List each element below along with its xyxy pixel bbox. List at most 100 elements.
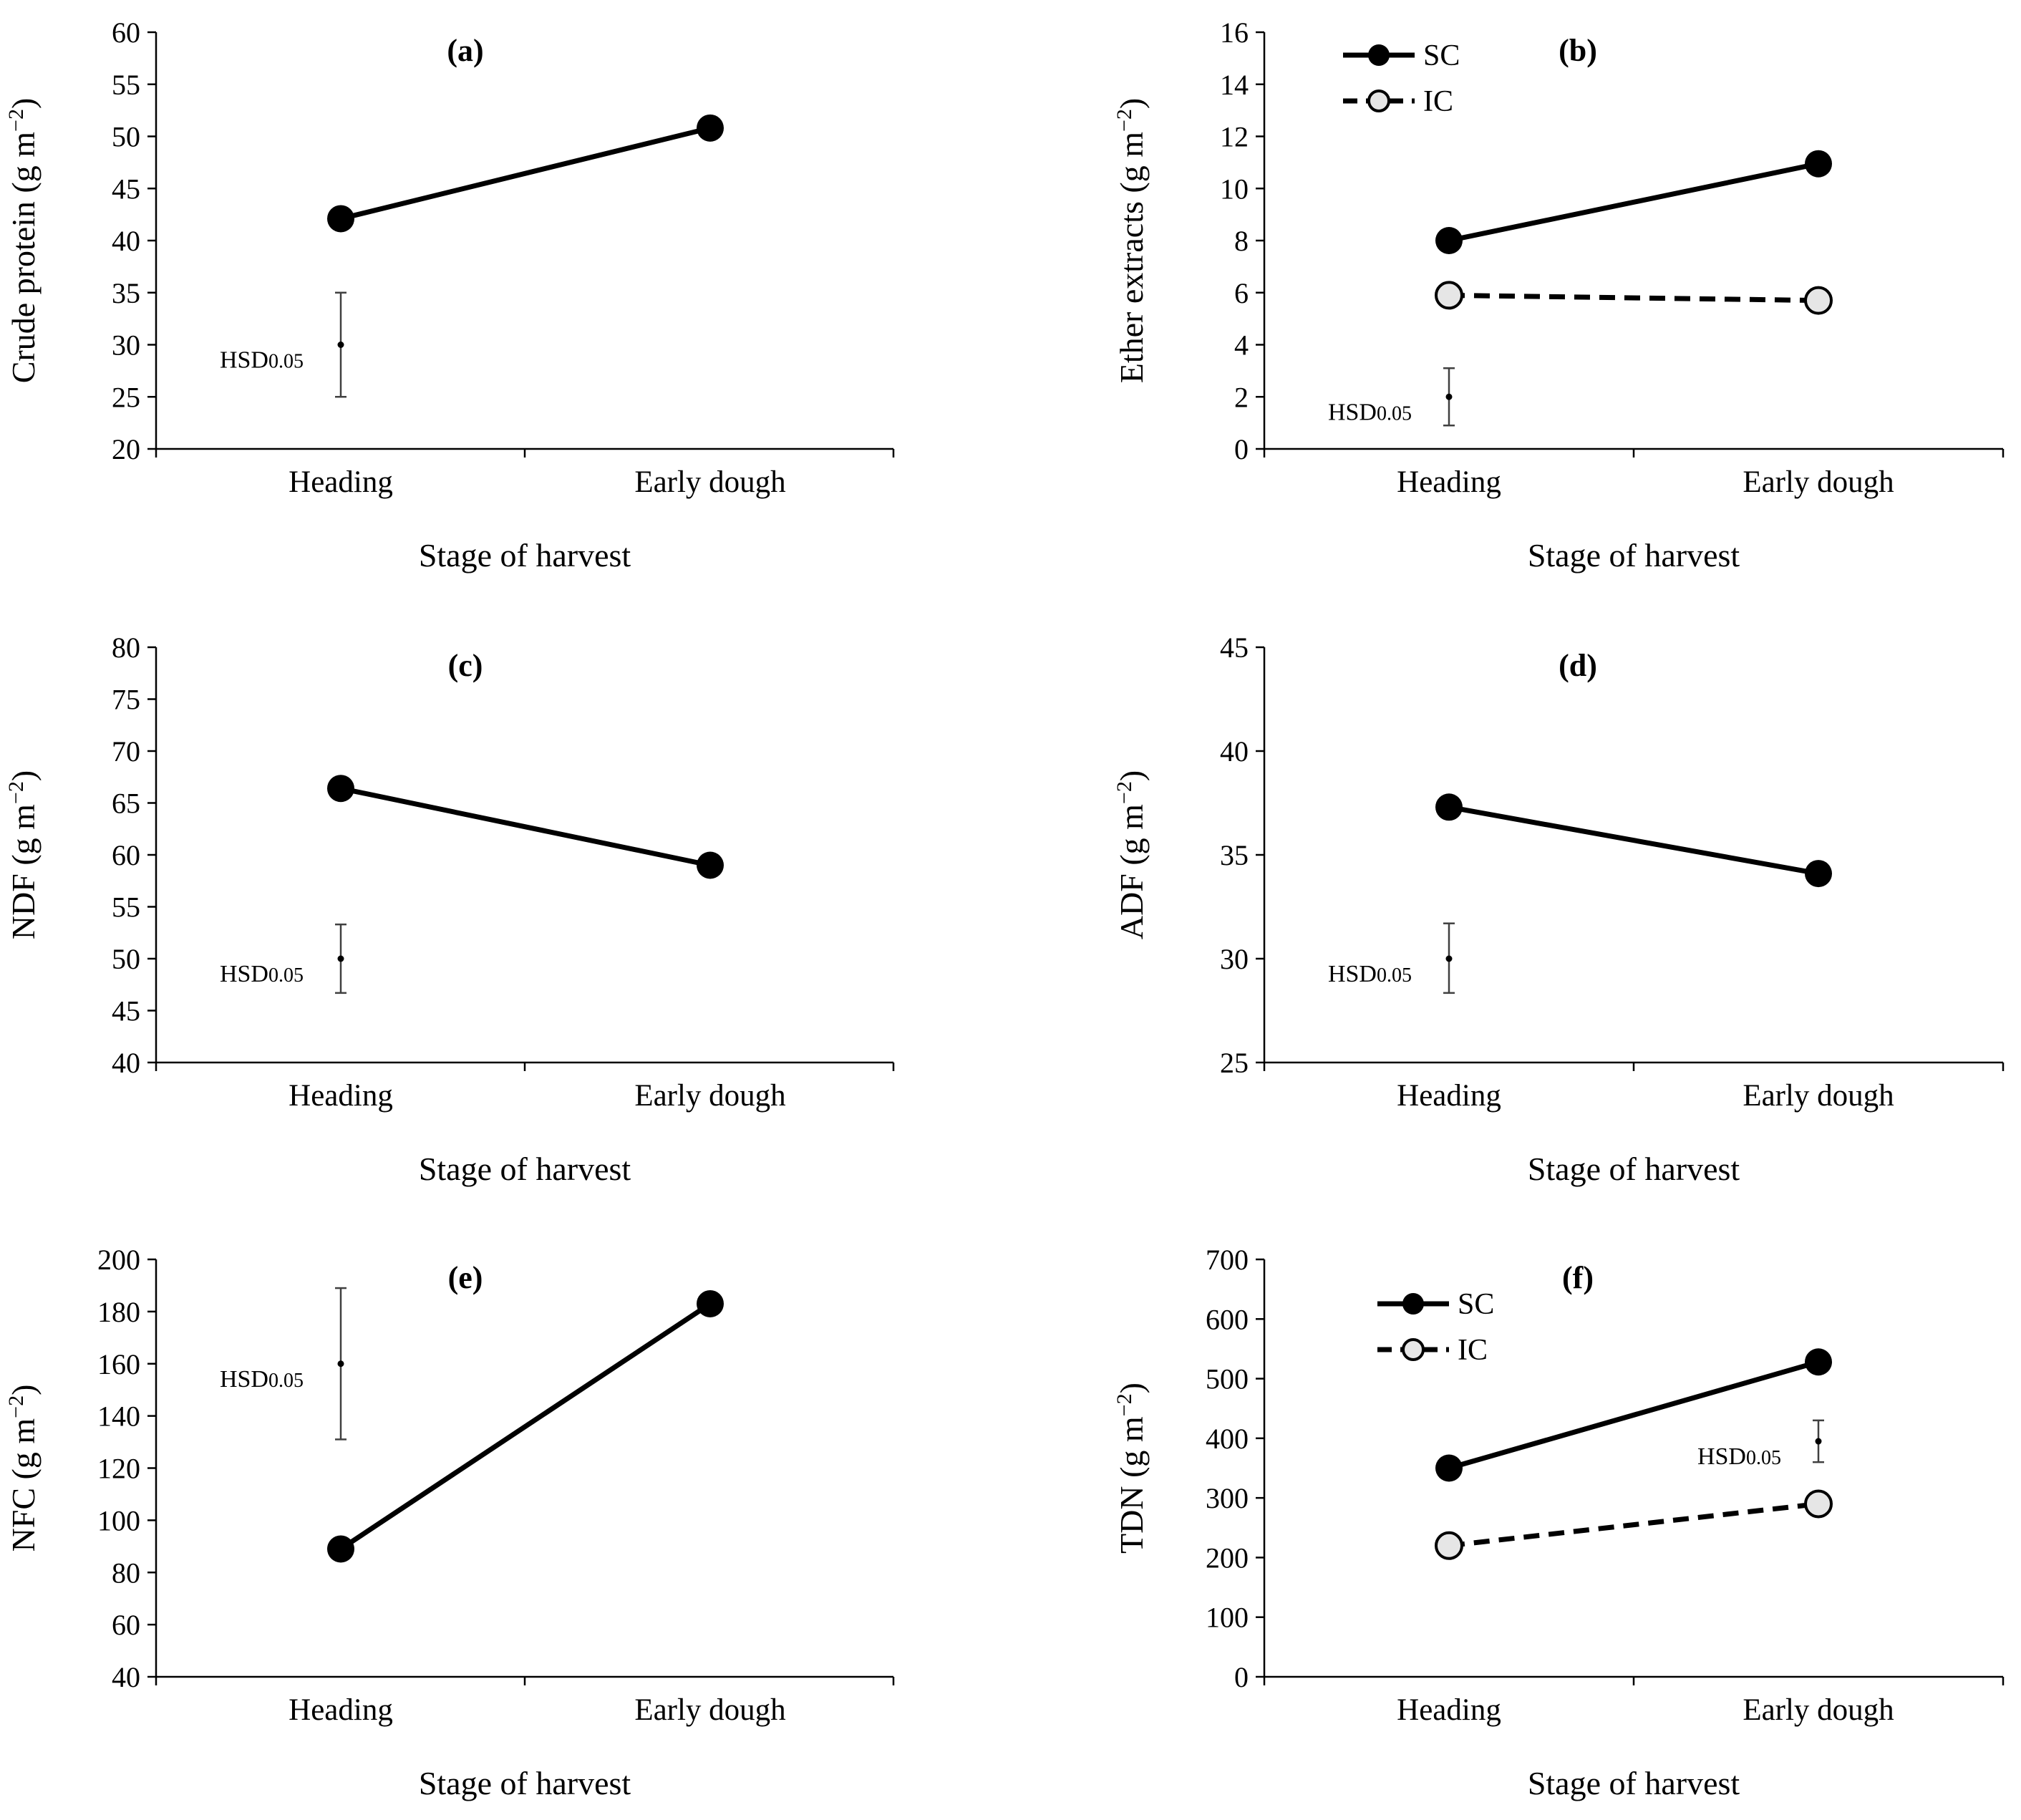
hsd-label: HSD0.05 <box>220 347 304 374</box>
data-point-main <box>697 114 724 142</box>
hsd-label: HSD0.05 <box>220 1366 304 1393</box>
y-axis-label-close: ) <box>1113 98 1150 109</box>
hsd-center-dot <box>337 955 344 962</box>
y-axis-label-close: ) <box>5 1385 42 1395</box>
series-line-sc <box>1448 1359 1819 1471</box>
hsd-center-dot <box>337 1360 344 1368</box>
legend-label: IC <box>1458 1334 1488 1367</box>
y-tick-label: 25 <box>1220 1047 1249 1079</box>
y-tick-label: 8 <box>1234 225 1249 257</box>
legend-label: SC <box>1423 39 1460 72</box>
series-line-main <box>340 785 711 868</box>
data-point-main <box>1805 860 1832 888</box>
y-axis-label: Crude protein (g m−2) <box>4 98 42 384</box>
y-tick-label: 60 <box>112 16 140 49</box>
x-tick-label: Heading <box>1397 465 1501 499</box>
y-tick-label: 16 <box>1220 16 1249 49</box>
x-tick-label: Heading <box>1397 1079 1501 1113</box>
data-point-ic <box>1435 1531 1463 1560</box>
y-tick-label: 14 <box>1220 69 1249 101</box>
series-line-main <box>1448 804 1819 876</box>
hsd-center-dot <box>337 342 344 348</box>
x-tick-label: Early dough <box>634 1693 785 1727</box>
x-tick-label: Heading <box>289 1079 393 1113</box>
y-tick-label: 400 <box>1206 1423 1249 1455</box>
series-line-main <box>339 1302 712 1552</box>
panel-title: (f) <box>1562 1260 1594 1295</box>
hsd-label-main: HSD <box>1328 399 1377 425</box>
y-axis-label-close: ) <box>1113 770 1150 781</box>
y-tick-label: 160 <box>97 1348 140 1380</box>
y-tick-label: 45 <box>112 995 140 1027</box>
y-axis-label-superscript: −2 <box>1113 781 1136 804</box>
y-axis-label-main: ADF (g m <box>1113 804 1150 939</box>
hsd-label-main: HSD <box>1328 961 1377 987</box>
y-axis-label: ADF (g m−2) <box>1113 770 1150 939</box>
y-tick-label: 40 <box>112 225 140 257</box>
hsd-label: HSD0.05 <box>1697 1443 1781 1470</box>
chart-panel-f: 0 100 200 300 400 500 600 700 Heading Early dough… <box>1113 1244 2005 1801</box>
hsd-label: HSD0.05 <box>1328 961 1412 987</box>
y-axis-label: NDF (g m−2) <box>4 770 42 939</box>
panel-title: (d) <box>1559 648 1597 683</box>
y-tick-label: 4 <box>1234 329 1249 362</box>
legend-swatch-marker <box>1368 44 1390 66</box>
chart-panel-b: 0 2 4 6 8 10 12 14 16 Heading Early dough Stage of … <box>1113 16 2005 573</box>
y-axis-label-close: ) <box>5 770 42 781</box>
data-point-main <box>327 775 354 803</box>
y-tick-label: 0 <box>1234 433 1249 465</box>
legend-label: IC <box>1423 85 1453 118</box>
y-tick-label: 45 <box>112 173 140 205</box>
x-axis-label: Stage of harvest <box>1528 1151 1740 1187</box>
y-tick-label: 30 <box>112 329 140 362</box>
x-tick-label: Early dough <box>634 1079 785 1113</box>
y-axis-label-close: ) <box>1113 1383 1150 1393</box>
y-tick-label: 200 <box>1206 1541 1249 1574</box>
y-tick-label: 55 <box>112 69 140 101</box>
hsd-label: HSD0.05 <box>220 961 304 987</box>
series-line-ic <box>1448 1501 1819 1549</box>
panel-title: (a) <box>447 33 483 68</box>
y-axis-label: Ether extracts (g m−2) <box>1113 98 1150 384</box>
x-axis-label: Stage of harvest <box>1528 537 1740 573</box>
y-tick-label: 200 <box>97 1244 140 1276</box>
hsd-label-sub: 0.05 <box>1746 1447 1781 1469</box>
hsd-label-sub: 0.05 <box>1377 402 1412 425</box>
y-tick-label: 60 <box>112 1609 140 1641</box>
data-point-sc <box>1805 1348 1832 1376</box>
x-tick-label: Early dough <box>1743 465 1894 499</box>
data-point-main <box>1435 793 1463 821</box>
y-tick-label: 50 <box>112 943 140 975</box>
y-axis-label-superscript: −2 <box>1113 1393 1136 1416</box>
y-tick-label: 40 <box>112 1661 140 1693</box>
y-axis-label-close: ) <box>5 98 42 109</box>
y-tick-label: 70 <box>112 735 140 768</box>
hsd-label-sub: 0.05 <box>268 964 304 987</box>
chart-panel-c: 40 45 50 55 60 65 70 75 80 Heading Early dough Stag… <box>4 631 895 1187</box>
legend-swatch-marker <box>1402 1293 1424 1315</box>
y-tick-label: 75 <box>112 684 140 716</box>
y-tick-label: 35 <box>112 277 140 309</box>
hsd-label-main: HSD <box>1697 1443 1746 1470</box>
data-point-sc <box>1435 1454 1463 1482</box>
y-tick-label: 55 <box>112 891 140 924</box>
y-axis-label-main: TDN (g m <box>1113 1416 1150 1554</box>
panel-title: (e) <box>448 1260 483 1295</box>
hsd-label-sub: 0.05 <box>268 1370 304 1392</box>
y-tick-label: 180 <box>97 1296 140 1328</box>
y-axis-label-main: NFC (g m <box>5 1418 42 1552</box>
y-tick-label: 35 <box>1220 839 1249 871</box>
panel-title: (c) <box>448 648 483 683</box>
y-tick-label: 80 <box>112 1557 140 1589</box>
hsd-center-dot <box>1445 955 1453 962</box>
y-axis-label-main: NDF (g m <box>5 804 42 939</box>
legend-swatch-marker <box>1402 1338 1425 1361</box>
y-tick-label: 12 <box>1220 121 1249 153</box>
y-tick-label: 45 <box>1220 631 1249 664</box>
chart-panel-e: 40 60 80 100 120 140 160 180 200 Heading Early dou… <box>4 1244 895 1801</box>
y-tick-label: 60 <box>112 839 140 871</box>
x-axis-label: Stage of harvest <box>1528 1765 1740 1801</box>
data-point-main <box>327 1535 354 1563</box>
panel-title: (b) <box>1559 33 1597 68</box>
